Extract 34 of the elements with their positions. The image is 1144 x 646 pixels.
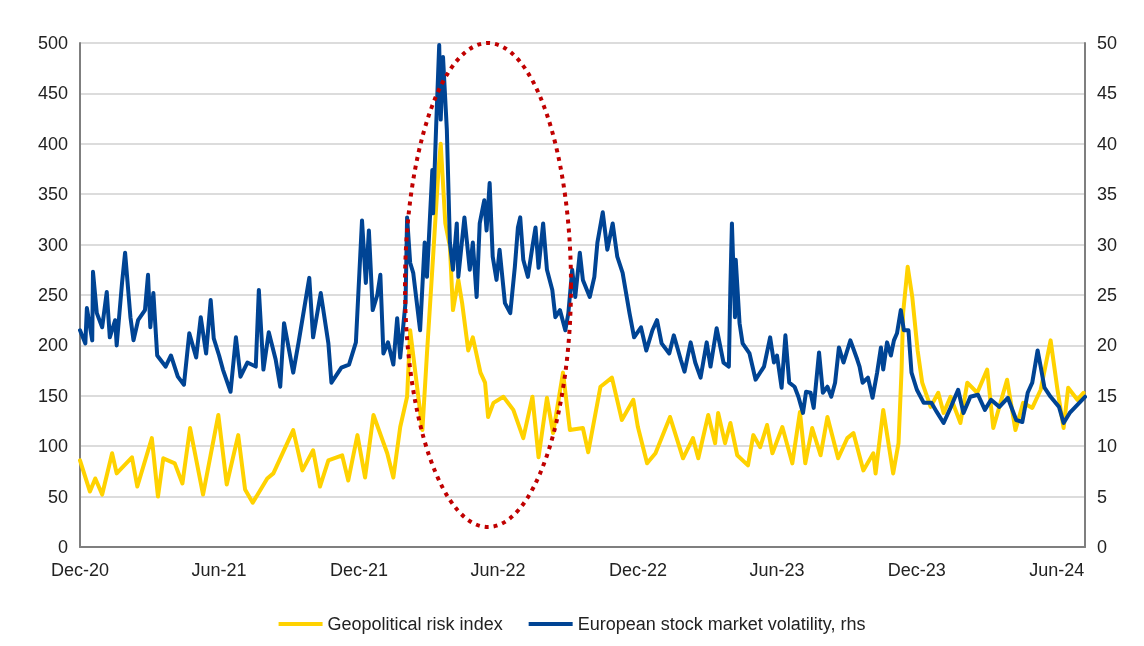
y2-tick-label: 35 [1097, 184, 1118, 205]
line-series [78, 141, 1086, 505]
x-tick-label: Dec-21 [329, 560, 388, 580]
x-tick-label: Jun-23 [749, 560, 805, 580]
y-tick-label: 500 [37, 33, 68, 53]
y-tick-label: 400 [37, 133, 68, 154]
y-tick-label: 450 [37, 83, 68, 104]
line-series [78, 43, 1087, 426]
y-tick-label: 150 [37, 385, 68, 406]
y2-tick-label: 30 [1097, 234, 1118, 255]
y-tick-label: 250 [37, 285, 68, 305]
y-tick-label: 200 [37, 335, 68, 356]
y-tick-label: 300 [37, 234, 68, 255]
x-tick-label: Dec-23 [887, 560, 946, 580]
y2-tick-label: 20 [1097, 335, 1118, 356]
y2-tick-label: 0 [1097, 537, 1108, 557]
legend-label: Geopolitical risk index [327, 614, 503, 634]
y-tick-label: 50 [47, 486, 68, 507]
y2-tick-label: 45 [1097, 83, 1118, 104]
x-tick-label: Jun-24 [1029, 560, 1085, 580]
legend-label: European stock market volatility, rhs [577, 614, 866, 634]
y2-tick-label: 5 [1097, 486, 1108, 507]
y2-tick-label: 15 [1097, 385, 1118, 406]
x-tick-label: Jun-21 [191, 560, 247, 580]
y-tick-label: 0 [57, 537, 68, 557]
y2-tick-label: 40 [1097, 133, 1118, 154]
y-tick-label: 350 [37, 184, 68, 205]
y-tick-label: 100 [37, 436, 68, 457]
y2-tick-label: 50 [1097, 33, 1118, 53]
x-tick-label: Dec-20 [50, 560, 110, 580]
y2-tick-label: 25 [1097, 285, 1118, 305]
x-tick-label: Dec-22 [608, 560, 667, 580]
y2-tick-label: 10 [1097, 436, 1118, 457]
x-tick-label: Jun-22 [470, 560, 526, 580]
